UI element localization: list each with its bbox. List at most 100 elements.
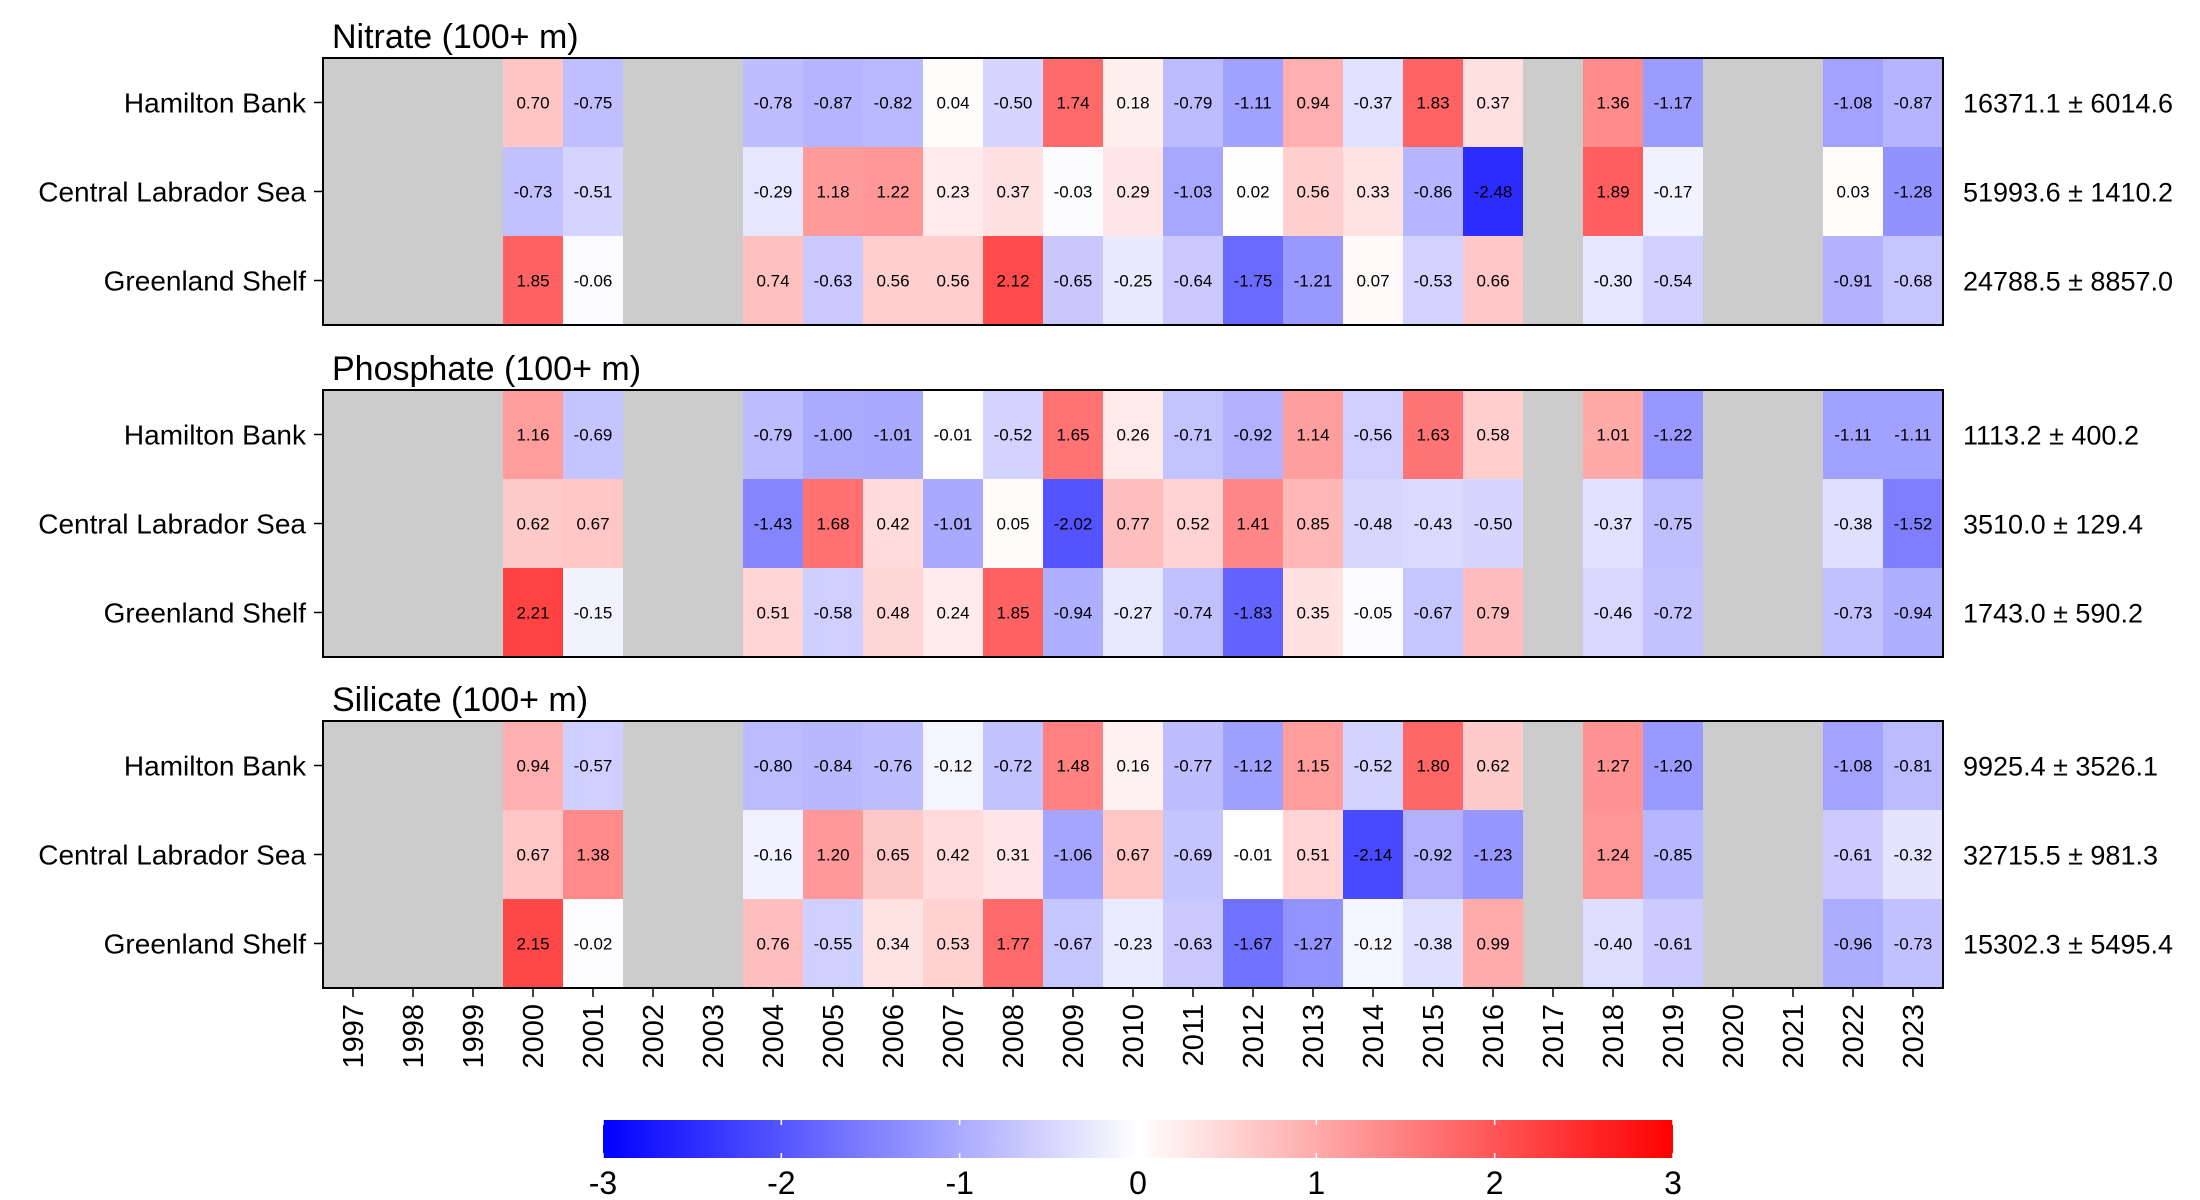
- cell-value-label: -0.80: [754, 757, 793, 776]
- heatmap-cell: [863, 147, 923, 236]
- cell-value-label: -0.71: [1174, 426, 1213, 445]
- heatmap-cell: [1643, 810, 1703, 899]
- cell-value-label: -1.28: [1894, 183, 1933, 202]
- heatmap-cell: [1763, 236, 1823, 325]
- cell-value-label: 1.83: [1416, 94, 1449, 113]
- cell-value-label: -0.72: [1654, 604, 1693, 623]
- heatmap-cell: [623, 236, 683, 325]
- heatmap-cell: [803, 147, 863, 236]
- year-tick-label: 2007: [938, 1004, 970, 1069]
- year-tick-label: 2018: [1598, 1004, 1630, 1069]
- year-tick-label: 2019: [1658, 1004, 1690, 1069]
- cell-value-label: -0.23: [1114, 935, 1153, 954]
- heatmap-cell: [1823, 721, 1883, 810]
- heatmap-cell: [1823, 147, 1883, 236]
- cell-value-label: 0.67: [1116, 846, 1149, 865]
- cell-value-label: -0.43: [1414, 515, 1453, 534]
- cell-value-label: -0.02: [574, 935, 613, 954]
- year-tick-label: 2004: [758, 1004, 790, 1069]
- heatmap-cell: [1583, 236, 1643, 325]
- heatmap-cell: [623, 390, 683, 479]
- heatmap-cell: [1463, 58, 1523, 147]
- year-tick-label: 2000: [518, 1004, 550, 1069]
- cell-value-label: -0.52: [994, 426, 1033, 445]
- heatmap-cell: [563, 899, 623, 988]
- cell-value-label: -2.14: [1354, 846, 1393, 865]
- cell-value-label: 0.04: [936, 94, 969, 113]
- cell-value-label: -0.38: [1834, 515, 1873, 534]
- heatmap-cell: [1343, 479, 1403, 568]
- cell-value-label: -1.52: [1894, 515, 1933, 534]
- row-stat-label: 1743.0 ± 590.2: [1963, 599, 2143, 629]
- heatmap-cell: [1103, 236, 1163, 325]
- cell-value-label: 1.01: [1596, 426, 1629, 445]
- cell-value-label: -0.94: [1054, 604, 1093, 623]
- heatmap-cell: [983, 568, 1043, 657]
- heatmap-cell: [1463, 810, 1523, 899]
- cell-value-label: -0.79: [1174, 94, 1213, 113]
- year-tick-label: 2008: [998, 1004, 1030, 1069]
- heatmap-cell: [383, 479, 443, 568]
- heatmap-cell: [1763, 58, 1823, 147]
- heatmap-cell: [1883, 479, 1943, 568]
- heatmap-cell: [1043, 58, 1103, 147]
- heatmap-cell: [443, 568, 503, 657]
- row-label: Greenland Shelf: [104, 598, 307, 629]
- cell-value-label: 1.65: [1056, 426, 1089, 445]
- heatmap-cell: [1583, 568, 1643, 657]
- heatmap-cell: [1763, 721, 1823, 810]
- heatmap-cell: [1763, 899, 1823, 988]
- panel-title: Phosphate (100+ m): [332, 350, 641, 388]
- heatmap-cell: [443, 810, 503, 899]
- cell-value-label: 1.74: [1056, 94, 1089, 113]
- year-tick-label: 2012: [1238, 1004, 1270, 1069]
- x-axis: 1997 1998 1999 2000 2001 2002 2003 2004 2005 2006…: [338, 988, 1930, 1069]
- heatmap-cell: [683, 390, 743, 479]
- heatmap-cell: [1343, 568, 1403, 657]
- cell-value-label: -1.67: [1234, 935, 1273, 954]
- cell-value-label: 2.15: [516, 935, 549, 954]
- heatmap-cell: [1823, 568, 1883, 657]
- heatmap-cell: [1703, 390, 1763, 479]
- row-label: Central Labrador Sea: [38, 509, 306, 540]
- heatmap-cell: [1763, 479, 1823, 568]
- heatmap-cell: [983, 58, 1043, 147]
- heatmap-cell: [323, 568, 383, 657]
- year-tick-label: 2002: [638, 1004, 670, 1069]
- heatmap-cell: [1463, 721, 1523, 810]
- heatmap-cell: [1283, 568, 1343, 657]
- year-tick-label: 2013: [1298, 1004, 1330, 1069]
- heatmap-cell: [563, 147, 623, 236]
- cell-value-label: 1.14: [1296, 426, 1329, 445]
- heatmap-cell: [983, 899, 1043, 988]
- cell-value-label: -0.52: [1354, 757, 1393, 776]
- heatmap-cell: [323, 721, 383, 810]
- heatmap-cell: [1223, 147, 1283, 236]
- heatmap-cell: [1643, 899, 1703, 988]
- heatmap-cell: [683, 147, 743, 236]
- heatmap-cell: [1043, 236, 1103, 325]
- heatmap-cell: [863, 58, 923, 147]
- heatmap-cell: [503, 721, 563, 810]
- cell-value-label: -0.91: [1834, 272, 1873, 291]
- heatmap-cell: [563, 58, 623, 147]
- cell-value-label: 0.05: [996, 515, 1029, 534]
- cell-value-label: 0.16: [1116, 757, 1149, 776]
- heatmap-cell: [1403, 810, 1463, 899]
- heatmap-cell: [1103, 568, 1163, 657]
- row-label: Central Labrador Sea: [38, 840, 306, 871]
- heatmap-cell: [1703, 479, 1763, 568]
- heatmap-cell: [443, 147, 503, 236]
- heatmap-cell: [503, 568, 563, 657]
- cell-value-label: 0.85: [1296, 515, 1329, 534]
- row-label: Hamilton Bank: [124, 88, 307, 119]
- row-stat-label: 51993.6 ± 1410.2: [1963, 178, 2173, 208]
- cell-value-label: 0.42: [876, 515, 909, 534]
- cell-value-label: -0.61: [1834, 846, 1873, 865]
- heatmap-cell: [1883, 390, 1943, 479]
- cell-value-label: -0.78: [754, 94, 793, 113]
- cell-value-label: -0.55: [814, 935, 853, 954]
- heatmap-cell: [1343, 899, 1403, 988]
- cell-value-label: -1.20: [1654, 757, 1693, 776]
- cell-value-label: 1.89: [1596, 183, 1629, 202]
